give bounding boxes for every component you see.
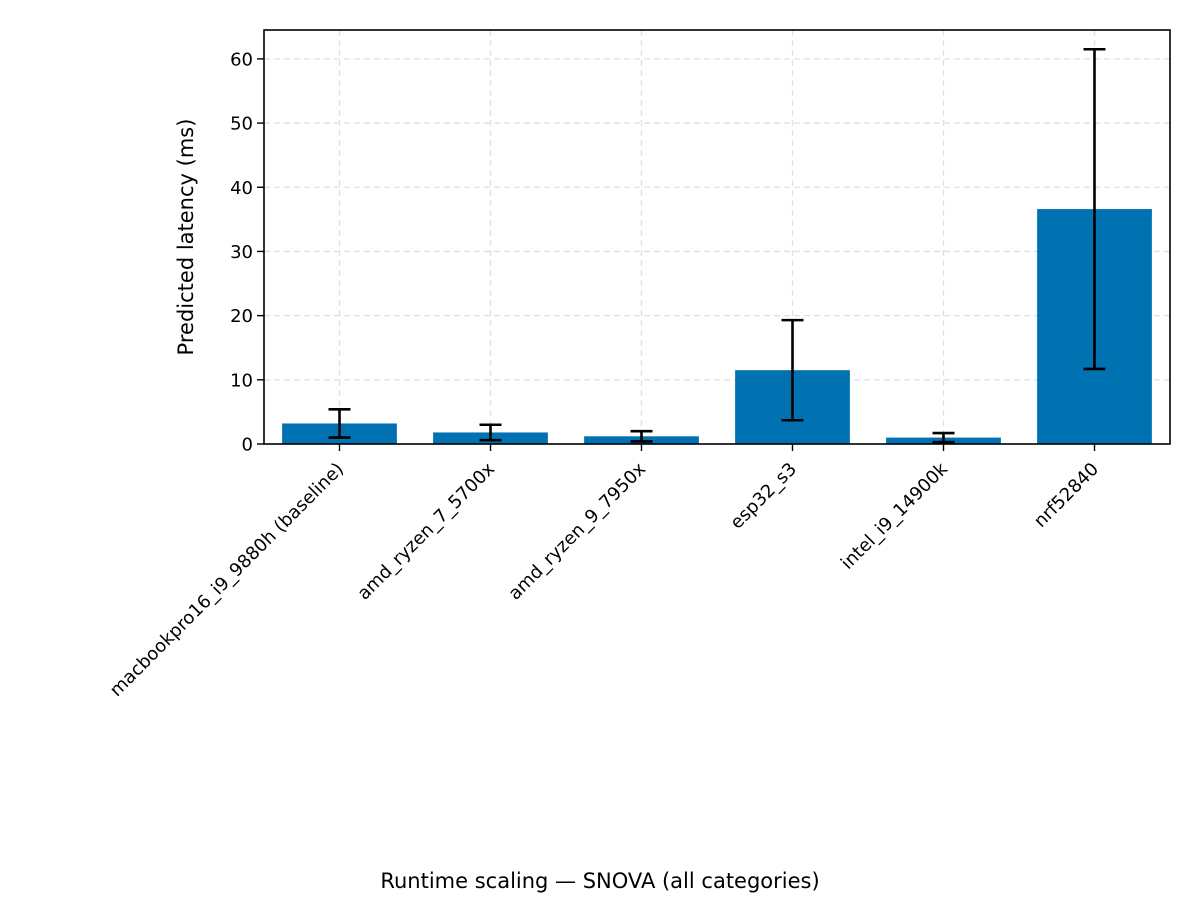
y-tick-label: 50 [230,114,253,135]
chart-caption: Runtime scaling — SNOVA (all categories) [380,869,819,893]
y-tick-label: 0 [242,435,253,456]
plot-frame [263,29,1171,445]
error-bars [328,47,1106,444]
y-tick-label: 20 [230,306,253,327]
y-axis-ticks: 0 10 20 30 40 50 60 [230,49,264,456]
y-tick-label: 40 [230,178,253,199]
y-axis-title: Predicted latency (ms) [174,119,198,356]
y-tick-label: 10 [230,370,253,391]
y-tick-label: 60 [230,49,253,70]
y-tick-label: 30 [230,242,253,263]
